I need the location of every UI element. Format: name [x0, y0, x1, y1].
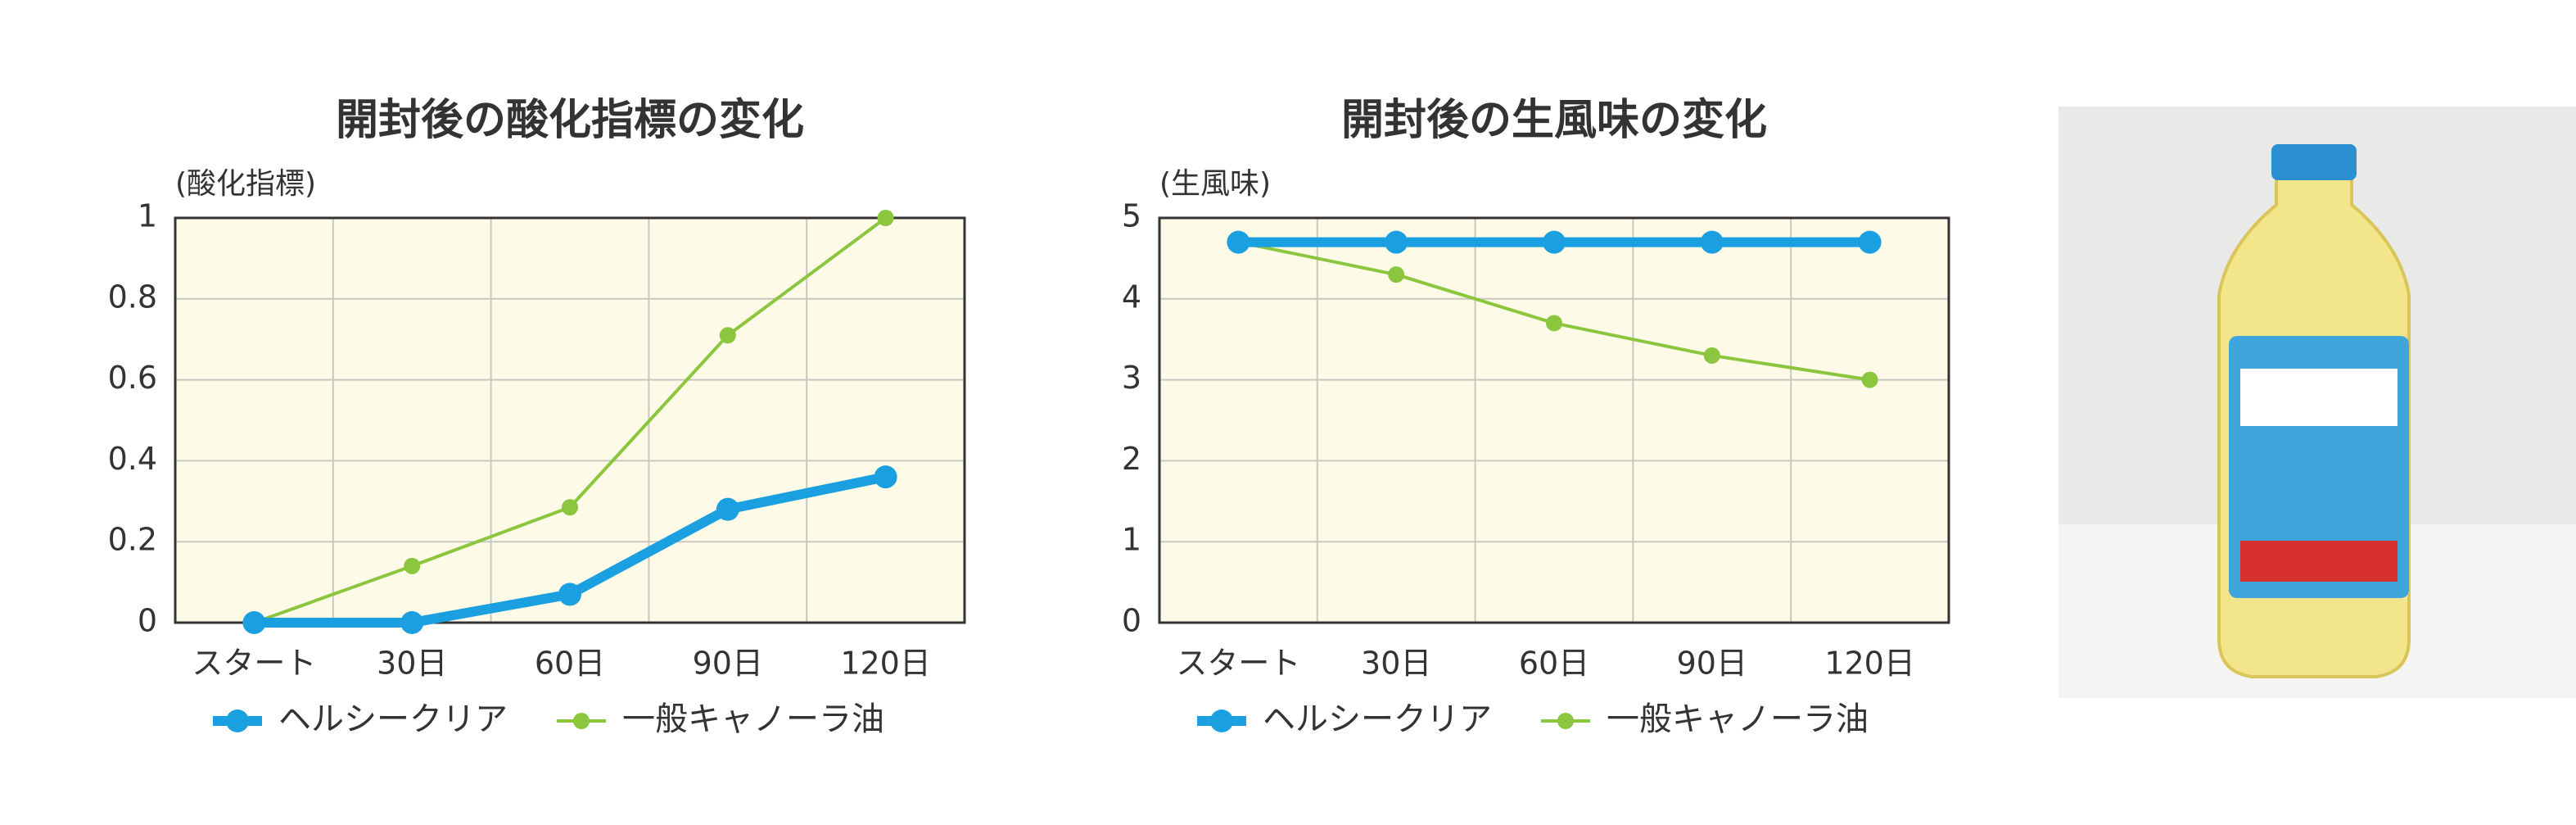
data-point [404, 557, 421, 574]
data-point [242, 611, 266, 634]
data-point [1543, 230, 1566, 254]
data-point [1703, 347, 1720, 364]
legend-label: ヘルシークリア [1263, 700, 1492, 738]
x-tick-label: 30日 [1361, 646, 1431, 682]
x-tick-label: 60日 [535, 646, 605, 682]
y-tick-label: 1 [138, 198, 157, 234]
label-band [2240, 541, 2397, 582]
x-tick-label: スタート [192, 646, 316, 682]
legend-marker [1210, 709, 1233, 732]
y-tick-label: 4 [1122, 279, 1141, 315]
x-tick-label: 90日 [693, 646, 763, 682]
legend-label: 一般キャノーラ油 [1607, 700, 1869, 738]
y-axis-label: (酸化指標) [175, 167, 316, 201]
data-point [1861, 371, 1878, 388]
legend-marker [226, 709, 249, 732]
y-tick-label: 0 [1122, 603, 1141, 639]
legend-marker [1557, 713, 1574, 729]
y-tick-label: 0.2 [108, 522, 157, 558]
x-tick-label: 30日 [377, 646, 447, 682]
plot-frame [1158, 216, 1950, 624]
data-point [1546, 315, 1562, 332]
data-point [1385, 230, 1408, 254]
legend-label: 一般キャノーラ油 [622, 700, 884, 738]
data-point [1388, 266, 1405, 283]
chart-title: 開封後の酸化指標の変化 [336, 96, 804, 145]
x-tick-label: 90日 [1677, 646, 1747, 682]
x-tick-label: 120日 [1824, 646, 1915, 682]
x-tick-label: 60日 [1519, 646, 1589, 682]
data-point [1227, 230, 1250, 254]
y-tick-label: 3 [1122, 360, 1141, 396]
legend-label: ヘルシークリア [278, 700, 508, 738]
x-tick-label: 120日 [840, 646, 931, 682]
chart-title: 開封後の生風味の変化 [1341, 96, 1767, 145]
plot-area [175, 218, 965, 623]
y-axis-label: (生風味) [1159, 167, 1271, 201]
y-tick-label: 0.8 [108, 279, 157, 315]
plot-area [1159, 218, 1949, 623]
data-point [558, 582, 581, 606]
data-point [562, 499, 578, 516]
data-point [1858, 230, 1882, 254]
y-tick-label: 0.6 [108, 360, 157, 396]
data-point [716, 497, 739, 521]
data-point [400, 611, 424, 634]
data-point [877, 210, 894, 226]
y-tick-label: 5 [1122, 198, 1141, 234]
data-point [1700, 230, 1724, 254]
plot-frame [174, 216, 966, 624]
legend-marker [573, 713, 590, 729]
bottle-cap [2271, 144, 2357, 180]
y-tick-label: 0 [138, 603, 157, 639]
y-tick-label: 0.4 [108, 441, 157, 477]
data-point [719, 327, 736, 344]
product-photo [2059, 107, 2576, 698]
y-tick-label: 2 [1122, 441, 1141, 477]
x-tick-label: スタート [1176, 646, 1300, 682]
y-tick-label: 1 [1122, 522, 1141, 558]
label-panel [2240, 369, 2397, 426]
data-point [874, 465, 897, 489]
